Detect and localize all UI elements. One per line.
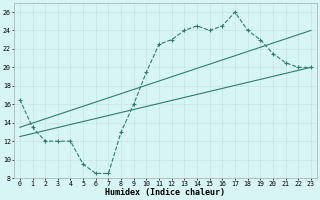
- X-axis label: Humidex (Indice chaleur): Humidex (Indice chaleur): [105, 188, 225, 197]
